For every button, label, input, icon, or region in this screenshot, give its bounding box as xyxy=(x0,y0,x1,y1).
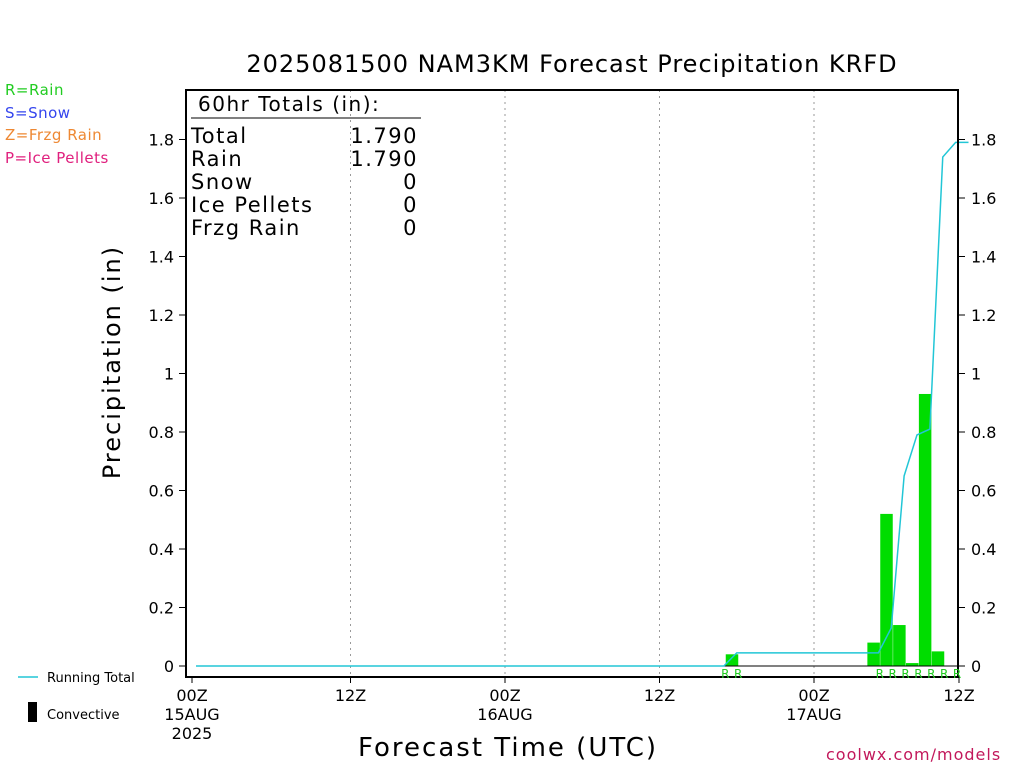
x-tick-label: 00Z xyxy=(176,686,207,705)
y-tick-label: 1 xyxy=(164,365,174,384)
y-tick-label-right: 0.6 xyxy=(971,482,996,501)
y-tick-label-right: 1.8 xyxy=(971,131,996,150)
x-tick-label: 00Z xyxy=(489,686,520,705)
credit-link[interactable]: coolwx.com/models xyxy=(826,745,1002,764)
totals-box: 60hr Totals (in): Total 1.790 Rain 1.790 Snow… xyxy=(190,92,421,240)
x-tick-label: 00Z xyxy=(798,686,829,705)
totals-row-label: Ice Pellets xyxy=(191,193,313,217)
y-tick-label-right: 0.8 xyxy=(971,423,996,442)
y-ticks-left: 0 0.2 0.4 0.6 0.8 1 1.2 1.4 1.6 1.8 xyxy=(149,131,186,676)
precip-bar xyxy=(880,513,893,666)
y-tick-label: 1.6 xyxy=(149,189,174,208)
totals-row-value: 0 xyxy=(403,170,418,194)
y-tick-label: 0.6 xyxy=(149,482,174,501)
y-tick-label-right: 0.4 xyxy=(971,540,996,559)
precip-type-letter: R xyxy=(927,667,935,681)
precip-bar xyxy=(893,625,906,666)
x-tick-date: 15AUG xyxy=(164,705,219,724)
x-tick-label: 12Z xyxy=(943,686,974,705)
plot-border xyxy=(185,89,959,678)
precip-type-letter: R xyxy=(901,667,909,681)
y-tick-label-right: 0.2 xyxy=(971,599,996,618)
totals-row-value: 0 xyxy=(403,216,418,240)
precip-type-letter: R xyxy=(953,667,961,681)
precip-type-letter: R xyxy=(889,667,897,681)
legend-ice-pellets: P=Ice Pellets xyxy=(5,149,109,167)
precip-bar xyxy=(725,654,739,666)
x-tick-date: 16AUG xyxy=(477,705,532,724)
y-ticks-right: 0 0.2 0.4 0.6 0.8 1 1.2 1.4 1.6 1.8 xyxy=(958,131,996,676)
totals-row-label: Frzg Rain xyxy=(191,216,301,240)
y-tick-label-right: 1.6 xyxy=(971,189,996,208)
precip-type-letter: R xyxy=(734,667,742,681)
y-tick-label: 0.8 xyxy=(149,423,174,442)
precip-bar xyxy=(867,642,880,666)
x-tick-label: 12Z xyxy=(644,686,675,705)
precip-bar xyxy=(931,651,945,666)
running-total-polyline xyxy=(196,141,969,667)
grid-lines xyxy=(350,90,815,677)
totals-header: 60hr Totals (in): xyxy=(198,92,380,116)
plot-frame xyxy=(185,89,959,678)
precip-bar xyxy=(918,393,932,666)
y-tick-label-right: 0 xyxy=(971,657,981,676)
legend-rain: R=Rain xyxy=(5,81,64,99)
precip-type-letter: R xyxy=(721,667,729,681)
precip-bars xyxy=(196,393,958,667)
chart-title: 2025081500 NAM3KM Forecast Precipitation… xyxy=(246,50,898,78)
y-tick-label-right: 1.4 xyxy=(971,248,996,267)
y-tick-label: 1.4 xyxy=(149,248,174,267)
legend-frzg-rain: Z=Frzg Rain xyxy=(5,126,103,144)
y-tick-label: 0.4 xyxy=(149,540,174,559)
totals-row-label: Total xyxy=(190,124,248,148)
totals-row-label: Rain xyxy=(191,147,243,171)
totals-row-value: 1.790 xyxy=(350,124,418,148)
totals-row-value: 1.790 xyxy=(350,147,418,171)
precip-bar xyxy=(906,663,919,666)
precip-type-letter: R xyxy=(940,667,948,681)
totals-row-value: 0 xyxy=(403,193,418,217)
totals-row-label: Snow xyxy=(191,170,254,194)
convective-swatch xyxy=(28,702,37,722)
y-tick-label: 0 xyxy=(164,657,174,676)
y-tick-label: 1.2 xyxy=(149,306,174,325)
y-tick-label: 1.8 xyxy=(149,131,174,150)
y-tick-label-right: 1 xyxy=(971,365,981,384)
convective-label: Convective xyxy=(47,708,120,723)
running-total-label: Running Total xyxy=(47,671,135,686)
y-tick-label: 0.2 xyxy=(149,599,174,618)
x-tick-label: 12Z xyxy=(335,686,366,705)
legend-snow: S=Snow xyxy=(5,104,71,122)
y-tick-label-right: 1.2 xyxy=(971,306,996,325)
bottom-legend: Running Total Convective xyxy=(18,671,135,723)
precip-type-letter: R xyxy=(914,667,922,681)
x-tick-year: 2025 xyxy=(172,724,213,743)
precip-type-letter: R xyxy=(876,667,884,681)
x-tick-date: 17AUG xyxy=(786,705,841,724)
x-axis-label: Forecast Time (UTC) xyxy=(358,733,659,763)
running-total-line xyxy=(196,141,969,667)
